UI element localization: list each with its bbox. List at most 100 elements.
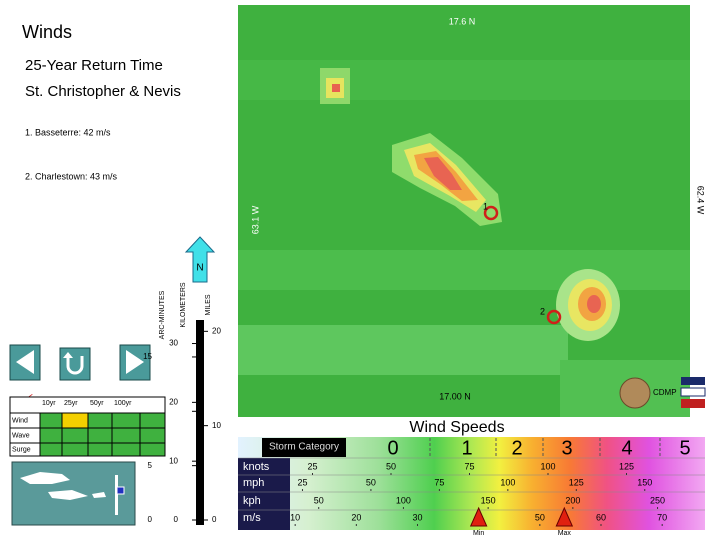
unit-tick-label: 25 xyxy=(297,477,307,487)
unit-tick-label: 250 xyxy=(650,495,665,505)
subtitle: 25-Year Return Time xyxy=(25,57,163,74)
scale-tick-label: 10 xyxy=(212,421,221,430)
prev-icon xyxy=(16,350,34,374)
logo xyxy=(681,377,705,385)
selector-cell[interactable] xyxy=(139,442,166,457)
speed-marker-label: Max xyxy=(558,530,572,537)
site-marker[interactable] xyxy=(483,205,499,221)
speed-marker xyxy=(469,506,488,527)
map-band xyxy=(238,325,568,375)
scale-tick-label: 0 xyxy=(174,515,179,524)
scale-tick-label: 20 xyxy=(212,326,221,335)
unit-name: kph xyxy=(243,495,261,507)
unit-tick-label: 50 xyxy=(386,461,396,471)
west-longitude: 63.1 W xyxy=(250,205,260,234)
selector-row: Wind xyxy=(12,417,28,424)
site-map-label: 2 xyxy=(540,306,545,316)
selector-cell[interactable] xyxy=(61,442,89,457)
selector-cell[interactable] xyxy=(111,427,141,444)
unit-tick-label: 150 xyxy=(637,477,652,487)
map-band xyxy=(238,250,690,290)
site-marker[interactable] xyxy=(546,309,562,325)
next-icon xyxy=(126,350,144,374)
unit-tick-label: 150 xyxy=(481,495,496,505)
speed-marker xyxy=(555,506,574,527)
unit-tick-label: 75 xyxy=(464,461,474,471)
selector-cell[interactable] xyxy=(61,427,89,444)
mini-map[interactable] xyxy=(11,461,136,526)
unit-name: m/s xyxy=(243,512,261,524)
location: St. Christopher & Nevis xyxy=(25,83,181,100)
mini-island xyxy=(115,475,118,515)
scale-bar xyxy=(196,320,204,525)
unit-tick-label: 100 xyxy=(396,495,411,505)
mini-island xyxy=(20,472,70,484)
east-longitude: 62.4 W xyxy=(696,186,706,215)
title: Winds xyxy=(22,22,72,42)
site-label: 2. Charlestown: 43 m/s xyxy=(25,171,118,181)
mini-island xyxy=(48,490,88,500)
unit-tick-label: 125 xyxy=(619,461,634,471)
selector-cell[interactable] xyxy=(39,412,63,429)
selector-cell[interactable] xyxy=(139,412,166,429)
selector-header xyxy=(9,396,166,414)
site-label: 1. Basseterre: 42 m/s xyxy=(25,127,111,137)
logo xyxy=(680,387,706,397)
site-map-label: 1 xyxy=(483,201,488,211)
selector-cell[interactable] xyxy=(39,442,63,457)
category-title: Storm Category xyxy=(269,442,339,453)
unit-tick-label: 50 xyxy=(314,495,324,505)
scale-tick-label: 0 xyxy=(212,515,217,524)
selector-cell[interactable] xyxy=(87,442,113,457)
unit-tick-label: 125 xyxy=(569,477,584,487)
generated: ARC-MINUTES051015KILOMETERS0102030MILES0… xyxy=(9,282,705,537)
scale-axis-name: KILOMETERS xyxy=(180,282,187,327)
unit-tick-label: 70 xyxy=(657,512,667,522)
speed-marker-label: Min xyxy=(473,530,484,537)
scale-tick-label: 0 xyxy=(148,515,153,524)
selector-cell[interactable] xyxy=(39,427,63,444)
unit-tick-label: 30 xyxy=(412,512,422,522)
home-icon xyxy=(66,356,84,375)
selector-cell[interactable] xyxy=(87,412,113,429)
unit-tick-label: 60 xyxy=(596,512,606,522)
home-icon xyxy=(63,352,73,358)
storm-category: 1 xyxy=(461,437,472,459)
unit-tick-label: 10 xyxy=(290,512,300,522)
scale-tick-label: 20 xyxy=(169,397,178,406)
unit-label-box xyxy=(238,458,290,530)
selector-row: Wave xyxy=(12,432,30,439)
unit-tick-label: 25 xyxy=(307,461,317,471)
north-arrow xyxy=(184,236,216,283)
top-latitude: 17.6 N xyxy=(449,16,476,26)
island xyxy=(424,157,462,190)
selector-cell[interactable] xyxy=(139,427,166,444)
selector-cell[interactable] xyxy=(111,412,141,429)
unit-tick-label: 50 xyxy=(366,477,376,487)
storm-category: 5 xyxy=(679,437,690,459)
selector-column: 10yr xyxy=(42,400,56,407)
map-band xyxy=(238,60,690,100)
island xyxy=(587,295,601,313)
storm-category: 2 xyxy=(511,437,522,459)
mini-island xyxy=(92,492,106,498)
scale-axis-name: ARC-MINUTES xyxy=(159,290,166,339)
cdmp-logo xyxy=(619,377,651,409)
selector-column: 50yr xyxy=(90,400,104,407)
selector-cell[interactable] xyxy=(111,442,141,457)
unit-tick-label: 200 xyxy=(565,495,580,505)
scale-axis-name: MILES xyxy=(205,294,212,315)
home-button[interactable] xyxy=(59,347,91,381)
category-title-box xyxy=(262,438,346,457)
storm-category: 0 xyxy=(387,437,398,459)
credit: CDMP xyxy=(653,388,677,397)
unit-tick-label: 75 xyxy=(434,477,444,487)
storm-category: 3 xyxy=(561,437,572,459)
unit-tick-label: 100 xyxy=(540,461,555,471)
logo xyxy=(681,399,705,408)
legend-title: Wind Speeds xyxy=(409,419,504,436)
scale-tick-label: 15 xyxy=(143,352,152,361)
selector-cell[interactable] xyxy=(61,412,89,429)
selector-cell[interactable] xyxy=(87,427,113,444)
scale-tick-label: 30 xyxy=(169,339,178,348)
